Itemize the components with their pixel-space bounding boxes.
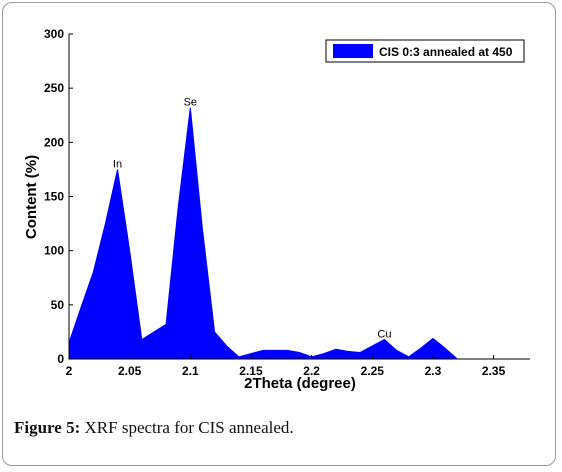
x-tick-label: 2.05: [118, 364, 142, 378]
y-tick-label: 300: [44, 27, 64, 41]
y-axis-title: Content (%): [23, 155, 40, 239]
legend: CIS 0:3 annealed at 450: [325, 39, 525, 63]
legend-swatch: [333, 44, 373, 58]
x-axis-title: 2Theta (degree): [244, 375, 356, 392]
x-tick-label: 2.2: [303, 364, 320, 378]
peak-label-cu: Cu: [377, 329, 391, 341]
figure-caption: Figure 5: XRF spectra for CIS annealed.: [14, 418, 294, 438]
peak-label-in: In: [113, 158, 122, 170]
caption-text: XRF spectra for CIS annealed.: [80, 418, 294, 437]
x-tick-label: 2.35: [482, 364, 506, 378]
x-tick-label: 2.1: [182, 364, 199, 378]
series-area-0: [68, 107, 530, 360]
xrf-chart: In Se Cu 2 2.05 2.1 2.15 2.2 2.25 2.3 2.35 0 50 100 1…: [23, 27, 530, 392]
y-tick-label: 150: [44, 190, 64, 204]
x-tick-label: 2.15: [239, 364, 263, 378]
figure-frame: [2, 2, 556, 466]
y-tick-label: 100: [44, 244, 64, 258]
y-tick-label: 200: [44, 135, 64, 149]
caption-label: Figure 5:: [14, 418, 81, 437]
axes: 2 2.05 2.1 2.15 2.2 2.25 2.3 2.35 0 50 100 150 200 25…: [44, 27, 530, 378]
x-tick-label: 2.25: [361, 364, 385, 378]
plot-area: In Se Cu: [68, 97, 530, 360]
x-tick-label: 2.3: [425, 364, 442, 378]
x-tick-label: 2: [66, 364, 73, 378]
y-tick-label: 50: [51, 298, 65, 312]
y-tick-label: 250: [44, 81, 64, 95]
y-tick-label: 0: [57, 352, 64, 366]
peak-label-se: Se: [184, 97, 197, 109]
legend-box: [325, 39, 525, 63]
legend-label: CIS 0:3 annealed at 450: [379, 45, 513, 59]
